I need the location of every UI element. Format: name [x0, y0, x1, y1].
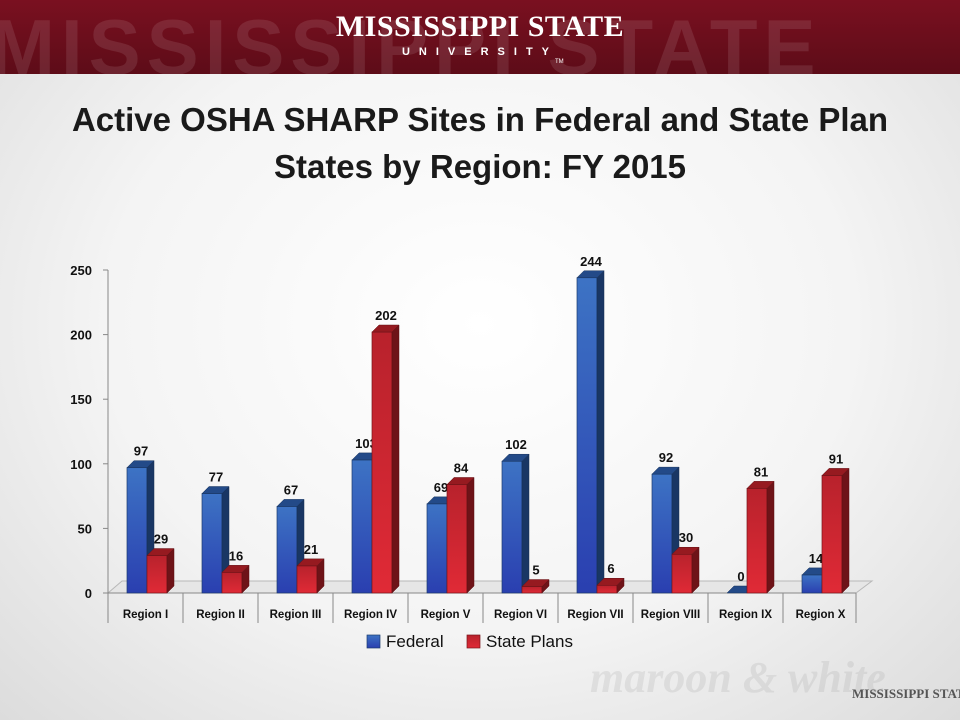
data-label: 5 — [532, 563, 539, 578]
state-plans-bar-top — [371, 324, 400, 333]
header-banner: MISSISSIPPI STATE MISSISSIPPI STATE UNIV… — [0, 0, 960, 74]
state-plans-bar-top — [296, 558, 325, 567]
state-plans-bar-top — [446, 477, 475, 485]
x-tick-label: Region VI — [494, 609, 547, 621]
x-tick-label: Region V — [421, 609, 471, 621]
data-label: 91 — [829, 451, 843, 466]
x-tick-label: Region VIII — [641, 609, 700, 621]
legend-swatch — [366, 634, 381, 649]
x-tick-label: Region III — [270, 609, 322, 621]
state-plans-bar — [146, 555, 168, 594]
federal-bar-side — [596, 270, 605, 594]
data-label: 30 — [679, 530, 693, 545]
x-tick-label: Region I — [123, 609, 168, 621]
legend-swatch — [466, 634, 481, 649]
footer-logo: MISSISSIPPI STATE — [852, 686, 960, 701]
y-tick-label: 150 — [70, 392, 92, 407]
chart-title: Active OSHA SHARP Sites in Federal and S… — [71, 101, 889, 185]
y-tick-label: 200 — [70, 328, 92, 343]
data-label: 16 — [229, 548, 243, 563]
state-plans-bar — [746, 487, 768, 594]
state-plans-bar-side — [841, 467, 850, 594]
state-plans-bar-side — [466, 476, 475, 594]
x-tick-label: Region II — [196, 609, 245, 621]
federal-bar-top — [651, 466, 680, 475]
state-plans-bar-top — [596, 577, 625, 586]
federal-bar — [201, 493, 223, 594]
state-plans-bar — [821, 475, 843, 594]
state-plans-bar — [371, 331, 393, 594]
state-plans-bar — [671, 553, 693, 594]
state-plans-bar-side — [166, 547, 175, 594]
state-plans-bar-side — [391, 324, 400, 594]
federal-bar-top — [501, 453, 530, 462]
federal-bar — [276, 506, 298, 594]
y-tick-label: 0 — [85, 586, 92, 601]
university-logo-subtitle: UNIVERSITY — [401, 46, 558, 58]
banner-watermark: MISSISSIPPI STATE — [0, 3, 822, 74]
y-tick-label: 250 — [70, 263, 92, 278]
state-plans-bar — [221, 571, 243, 594]
data-label: 14 — [809, 551, 824, 566]
state-plans-bar-top — [221, 565, 250, 573]
data-label: 69 — [434, 480, 448, 495]
data-label: 202 — [375, 308, 397, 323]
university-logo-title: MISSISSIPPI STATE — [335, 10, 625, 43]
data-label: 92 — [659, 450, 673, 465]
y-tick-label: 50 — [78, 521, 92, 536]
data-label: 97 — [134, 444, 148, 459]
federal-bar — [351, 459, 373, 594]
state-plans-bar-top — [521, 579, 550, 587]
federal-bar — [501, 460, 523, 594]
federal-bar — [651, 473, 673, 594]
data-label: 6 — [607, 561, 614, 576]
state-plans-bar — [296, 565, 318, 594]
trademark-mark: TM — [555, 59, 564, 65]
legend-label: Federal — [386, 632, 444, 651]
state-plans-bar-top — [821, 468, 850, 476]
data-label: 29 — [154, 532, 168, 547]
state-plans-bar — [446, 484, 468, 594]
data-label: 103 — [355, 436, 377, 451]
x-tick-label: Region VII — [567, 609, 623, 621]
legend-label: State Plans — [486, 632, 573, 651]
data-label: 84 — [454, 460, 469, 475]
state-plans-bar-top — [671, 546, 700, 555]
x-tick-label: Region IV — [344, 609, 397, 621]
data-label: 81 — [754, 464, 768, 479]
state-plans-bar-top — [746, 481, 775, 489]
data-label: 102 — [505, 437, 527, 452]
state-plans-bar — [521, 586, 543, 594]
state-plans-bar-top — [146, 548, 175, 556]
x-tick-label: Region X — [796, 609, 846, 621]
state-plans-bar — [596, 584, 618, 594]
data-label: 244 — [580, 254, 602, 269]
federal-bar-top — [126, 460, 155, 468]
y-tick-label: 100 — [70, 457, 92, 472]
footer-watermark: maroon & white — [590, 653, 886, 702]
federal-bar-top — [201, 486, 230, 494]
federal-bar — [801, 574, 823, 594]
federal-bar-top — [276, 499, 305, 507]
federal-bar-top — [576, 270, 605, 279]
data-label: 77 — [209, 470, 223, 485]
federal-bar — [426, 503, 448, 594]
data-label: 21 — [304, 542, 318, 557]
state-plans-bar-side — [766, 480, 775, 594]
x-tick-label: Region IX — [719, 609, 772, 621]
federal-bar — [576, 277, 598, 594]
data-label: 0 — [737, 569, 744, 584]
federal-bar — [126, 467, 148, 594]
state-plans-bar-side — [691, 546, 700, 594]
data-label: 67 — [284, 482, 298, 497]
federal-bar-side — [521, 453, 530, 594]
